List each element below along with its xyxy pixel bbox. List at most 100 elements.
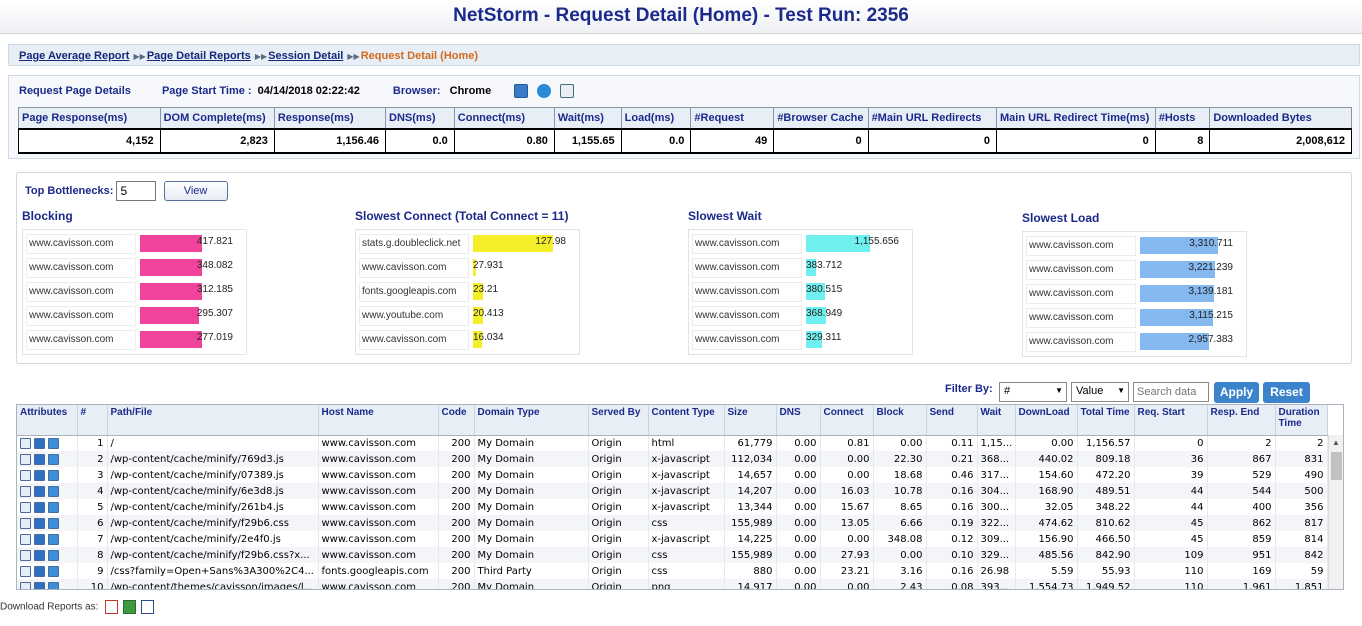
network-icon[interactable] bbox=[48, 485, 59, 497]
column-header[interactable]: Host Name bbox=[318, 405, 439, 436]
column-header[interactable]: Total Time bbox=[1077, 405, 1135, 436]
table-cell: My Domain bbox=[474, 499, 589, 515]
table-row[interactable]: 1/www.cavisson.com 200 My Domain Origin html… bbox=[17, 435, 1328, 451]
table-cell: 317... bbox=[977, 467, 1016, 483]
bottleneck-group: Slowest Wait www.cavisson.com 1,155.656 www… bbox=[688, 209, 913, 355]
headers-icon[interactable] bbox=[34, 485, 45, 497]
headers-icon[interactable] bbox=[34, 549, 45, 561]
table-cell: www.cavisson.com bbox=[318, 451, 439, 467]
headers-icon[interactable] bbox=[34, 501, 45, 513]
table-scrollbar[interactable]: ▲ bbox=[1328, 435, 1343, 589]
column-header[interactable]: Req. Start bbox=[1134, 405, 1208, 436]
table-cell: 1,949.52 bbox=[1077, 579, 1135, 589]
headers-icon[interactable] bbox=[34, 581, 45, 589]
column-header[interactable]: DownLoad bbox=[1015, 405, 1078, 436]
waterfall-icon[interactable] bbox=[537, 84, 552, 98]
file-type-icon[interactable] bbox=[20, 565, 31, 577]
table-row[interactable]: 9/css?family=Open+Sans%3A300%2C4... fonts… bbox=[17, 563, 1328, 579]
file-type-icon[interactable] bbox=[20, 453, 31, 465]
scroll-up-icon[interactable]: ▲ bbox=[1332, 438, 1340, 447]
column-header[interactable]: Served By bbox=[588, 405, 649, 436]
bottleneck-bar-track: 348.082 bbox=[140, 258, 243, 278]
network-icon[interactable] bbox=[48, 549, 59, 561]
breadcrumb-page-average[interactable]: Page Average Report bbox=[19, 50, 130, 62]
network-icon[interactable] bbox=[48, 501, 59, 513]
headers-icon[interactable] bbox=[34, 517, 45, 529]
column-header[interactable]: Code bbox=[438, 405, 475, 436]
column-header[interactable]: Content Type bbox=[648, 405, 725, 436]
network-icon[interactable] bbox=[48, 437, 59, 449]
file-type-icon[interactable] bbox=[20, 581, 31, 589]
filter-mode-select[interactable]: Value bbox=[1071, 382, 1129, 402]
file-type-icon[interactable] bbox=[20, 517, 31, 529]
column-header[interactable]: Duration Time bbox=[1275, 405, 1328, 436]
bottleneck-bar bbox=[806, 331, 822, 348]
file-type-icon[interactable] bbox=[20, 501, 31, 513]
column-header[interactable]: Attributes bbox=[17, 405, 78, 436]
network-icon[interactable] bbox=[48, 469, 59, 481]
headers-icon[interactable] bbox=[34, 437, 45, 449]
file-type-icon[interactable] bbox=[20, 437, 31, 449]
table-cell: 8 bbox=[77, 547, 108, 563]
search-input[interactable] bbox=[1133, 382, 1209, 402]
scroll-thumb[interactable] bbox=[1331, 452, 1342, 480]
table-cell: 200 bbox=[438, 483, 475, 499]
column-header[interactable]: # bbox=[77, 405, 108, 436]
table-row[interactable]: 3/wp-content/cache/minify/07389.js www.ca… bbox=[17, 467, 1328, 483]
breadcrumb-page-detail[interactable]: Page Detail Reports bbox=[146, 50, 251, 62]
export-icon[interactable] bbox=[514, 84, 529, 98]
column-header[interactable]: Wait bbox=[977, 405, 1016, 436]
column-header[interactable]: Resp. End bbox=[1207, 405, 1276, 436]
table-cell: 10 bbox=[77, 579, 108, 589]
table-row[interactable]: 8/wp-content/cache/minify/f29b6.css?x...… bbox=[17, 547, 1328, 563]
bottleneck-title: Slowest Wait bbox=[688, 209, 762, 223]
screenshot-icon[interactable] bbox=[560, 84, 575, 98]
column-header[interactable]: Connect bbox=[820, 405, 874, 436]
file-type-icon[interactable] bbox=[20, 485, 31, 497]
headers-icon[interactable] bbox=[34, 565, 45, 577]
table-cell: 0.16 bbox=[926, 499, 978, 515]
table-row[interactable]: 10/wp-content/themes/cavisson/images/l..… bbox=[17, 579, 1328, 589]
table-row[interactable]: 4/wp-content/cache/minify/6e3d8.js www.ca… bbox=[17, 483, 1328, 499]
word-icon[interactable] bbox=[140, 600, 154, 614]
headers-icon[interactable] bbox=[34, 533, 45, 545]
excel-icon[interactable] bbox=[122, 600, 136, 614]
table-cell: 44 bbox=[1134, 499, 1208, 515]
headers-icon[interactable] bbox=[34, 453, 45, 465]
reset-button[interactable]: Reset bbox=[1263, 382, 1310, 403]
column-header[interactable]: DNS bbox=[776, 405, 821, 436]
column-header[interactable]: Size bbox=[724, 405, 777, 436]
bottleneck-group: Blocking www.cavisson.com 417.821 www.cavis… bbox=[22, 209, 247, 355]
view-button[interactable]: View bbox=[163, 181, 228, 201]
column-header[interactable]: Block bbox=[873, 405, 927, 436]
file-type-icon[interactable] bbox=[20, 533, 31, 545]
bottleneck-title: Slowest Load bbox=[1022, 211, 1100, 225]
table-row[interactable]: 2/wp-content/cache/minify/769d3.js www.ca… bbox=[17, 451, 1328, 467]
network-icon[interactable] bbox=[48, 581, 59, 589]
table-cell: 200 bbox=[438, 579, 475, 589]
bottleneck-count-input[interactable] bbox=[116, 181, 157, 201]
file-type-icon[interactable] bbox=[20, 469, 31, 481]
table-row[interactable]: 6/wp-content/cache/minify/f29b6.css www.c… bbox=[17, 515, 1328, 531]
file-type-icon[interactable] bbox=[20, 549, 31, 561]
start-time-value: 04/14/2018 02:22:42 bbox=[257, 84, 360, 97]
pdf-icon[interactable] bbox=[105, 600, 119, 614]
table-row[interactable]: 5/wp-content/cache/minify/261b4.js www.ca… bbox=[17, 499, 1328, 515]
summary-header: #Main URL Redirects bbox=[867, 107, 997, 129]
network-icon[interactable] bbox=[48, 517, 59, 529]
table-cell: 26.98 bbox=[977, 563, 1016, 579]
table-cell: 0.00 bbox=[776, 563, 821, 579]
network-icon[interactable] bbox=[48, 453, 59, 465]
headers-icon[interactable] bbox=[34, 469, 45, 481]
table-row[interactable]: 7/wp-content/cache/minify/2e4f0.js www.ca… bbox=[17, 531, 1328, 547]
network-icon[interactable] bbox=[48, 565, 59, 577]
apply-button[interactable]: Apply bbox=[1214, 382, 1259, 403]
breadcrumb-session-detail[interactable]: Session Detail bbox=[268, 50, 344, 62]
network-icon[interactable] bbox=[48, 533, 59, 545]
column-header[interactable]: Domain Type bbox=[474, 405, 589, 436]
filter-field-select[interactable]: # bbox=[999, 382, 1067, 402]
column-header[interactable]: Path/File bbox=[107, 405, 319, 436]
table-cell: 200 bbox=[438, 451, 475, 467]
table-cell: 155,989 bbox=[724, 515, 777, 531]
column-header[interactable]: Send bbox=[926, 405, 978, 436]
